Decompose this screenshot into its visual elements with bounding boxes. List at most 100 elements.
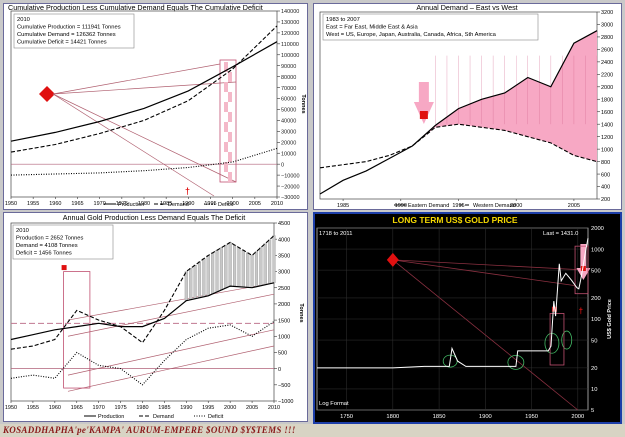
info-box-line: Production = 2652 Tonnes — [16, 236, 84, 242]
info-box-line: West = US, Europe, Japan, Australia, Can… — [326, 32, 497, 38]
deficit-bar — [232, 244, 237, 287]
annotation-line — [52, 93, 237, 183]
y-tick-label: 60000 — [281, 97, 296, 103]
y-tick-label: 1500 — [278, 318, 290, 324]
y-tick-label: 200 — [591, 296, 601, 302]
highlight-stripe — [228, 72, 232, 82]
y-tick-label: 30000 — [281, 130, 296, 136]
x-tick-label: 1950 — [5, 405, 17, 411]
x-tick-label: 2000 — [571, 414, 584, 420]
x-tick-label: 1950 — [5, 201, 17, 207]
y-tick-label: 130000 — [281, 20, 299, 26]
info-box-line: 1983 to 2007 — [326, 17, 360, 23]
long-term-gold-price-panel: LONG TERM US$ GOLD PRICE 1750 1800 1850 1900… — [313, 212, 622, 424]
x-tick-label: 1975 — [114, 405, 126, 411]
y-tick-label: 2000 — [601, 85, 613, 91]
trend-line — [392, 259, 589, 271]
chart-title: LONG TERM US$ GOLD PRICE — [392, 215, 517, 225]
y-tick-label: 50000 — [281, 108, 296, 114]
long-term-gold-price-chart: LONG TERM US$ GOLD PRICE 1750 1800 1850 1900… — [315, 214, 620, 420]
y-tick-label: 400 — [601, 185, 610, 191]
y-tick-label: 5 — [591, 408, 594, 414]
trend-line — [392, 259, 576, 287]
trend-line — [67, 282, 275, 321]
y-tick-label: 4000 — [278, 237, 290, 243]
y-tick-label: 40000 — [281, 119, 296, 125]
y-tick-label: 140000 — [281, 9, 299, 15]
plot-frame — [10, 222, 275, 402]
y-tick-label: 1200 — [601, 135, 613, 141]
series-line-western — [319, 123, 598, 169]
deficit-bar — [193, 264, 197, 299]
x-tick-label: 1995 — [452, 203, 464, 209]
x-tick-label: 1960 — [49, 405, 61, 411]
highlight-stripe — [228, 112, 232, 122]
deficit-bar — [246, 252, 250, 288]
x-tick-label: 2000 — [224, 405, 236, 411]
highlight-stripe — [224, 62, 228, 72]
x-tick-label: 1995 — [202, 405, 214, 411]
y-tick-label: 1600 — [601, 110, 613, 116]
x-tick-label: 1960 — [49, 201, 61, 207]
series-line-production — [10, 41, 278, 142]
y-tick-label: 3200 — [601, 10, 613, 16]
y-tick-label: 500 — [278, 351, 287, 357]
legend-label: Demand — [153, 414, 174, 420]
x-tick-label: 1980 — [138, 201, 150, 207]
highlight-stripe — [228, 152, 232, 162]
highlight-stripe — [224, 102, 228, 112]
y-tick-label: 20 — [591, 366, 597, 372]
series-line-deficit — [10, 321, 275, 386]
y-tick-label: 800 — [601, 160, 610, 166]
highlight-stripe — [228, 92, 232, 102]
info-box — [12, 224, 114, 260]
y-tick-label: −20000 — [281, 184, 300, 190]
deficit-bar — [228, 242, 232, 287]
info-box — [13, 13, 135, 49]
legend-label: Deficit — [218, 202, 234, 208]
x-tick-label: 1985 — [158, 405, 170, 411]
x-tick-label: 2000 — [227, 201, 239, 207]
y-tick-label: 120000 — [281, 31, 299, 37]
y-tick-label: 3500 — [278, 254, 290, 260]
y-tick-label: 500 — [591, 268, 601, 274]
x-tick-label: 1975 — [116, 201, 128, 207]
x-tick-label: 2010 — [271, 201, 283, 207]
plot-frame — [10, 10, 278, 198]
series-line-demand — [10, 25, 278, 153]
y-tick-label: 80000 — [281, 75, 296, 81]
x-tick-label: 1990 — [395, 203, 407, 209]
deficit-bar — [197, 261, 202, 298]
red-cross-marker: † — [579, 306, 583, 315]
deficit-bar — [241, 250, 245, 288]
chart-title: Annual Demand – East vs West — [416, 4, 517, 12]
series-line-eastern — [319, 30, 598, 195]
deficit-bar — [237, 247, 241, 287]
y-axis-label: Tonnes — [300, 94, 306, 113]
deficit-bar — [184, 271, 188, 301]
deficit-bar — [211, 252, 215, 295]
x-tick-label: 1900 — [479, 414, 492, 420]
y-tick-label: 2000 — [278, 302, 290, 308]
info-box-line: 2010 — [17, 17, 30, 23]
last-price-label: Last = 1431.0 — [543, 231, 578, 237]
highlight-stripe — [228, 132, 232, 142]
y-tick-label: −10000 — [281, 173, 300, 179]
red-diamond-marker — [386, 252, 399, 267]
x-tick-label: 1970 — [94, 201, 106, 207]
annotation-line — [52, 63, 221, 95]
red-square-marker — [61, 265, 67, 271]
info-box-line: Deficit = 1456 Tonnes — [16, 251, 72, 257]
highlight-box — [549, 313, 565, 366]
info-box-line: Cumulative Production = 111941 Tonnes — [17, 25, 121, 31]
series-line-gold-price — [317, 238, 589, 369]
x-tick-label: 1750 — [340, 414, 353, 420]
y-axis-label: US$ Gold Price — [607, 299, 613, 339]
trend-line — [67, 293, 275, 337]
deficit-bar — [259, 247, 263, 286]
title-bar — [315, 214, 620, 226]
info-box-line: 2010 — [16, 228, 29, 234]
y-tick-label: 3000 — [601, 23, 613, 29]
x-tick-label: 1965 — [71, 405, 83, 411]
red-cross-marker: † — [185, 186, 190, 196]
